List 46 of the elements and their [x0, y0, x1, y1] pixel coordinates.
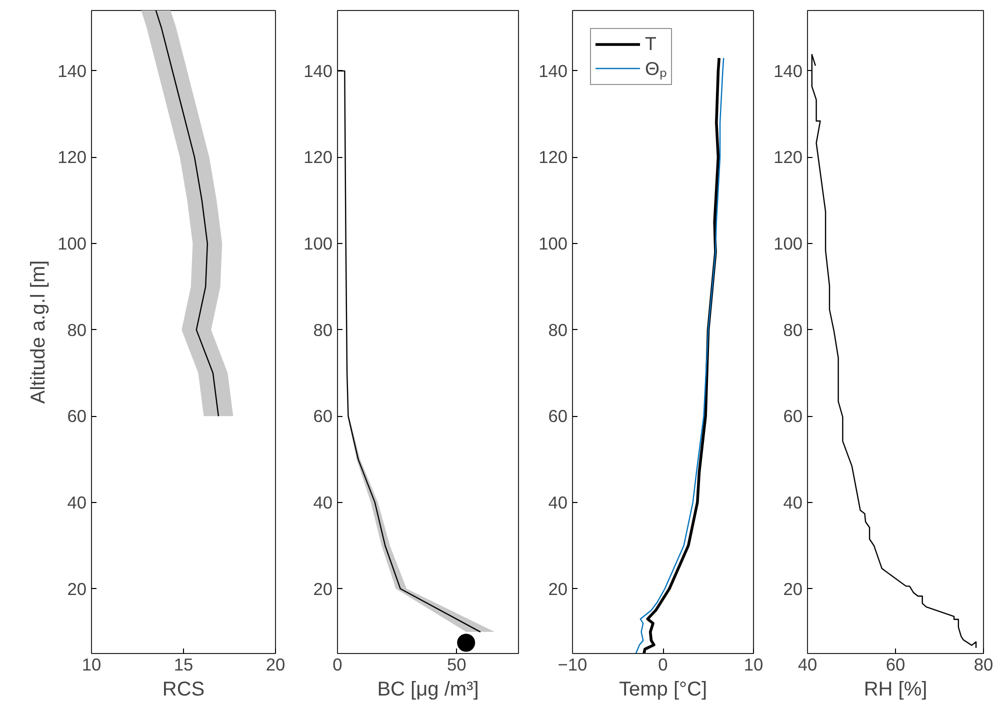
- y-tick-label: 80: [783, 320, 803, 340]
- y-tick-label: 40: [548, 492, 568, 512]
- y-tick-label: 60: [313, 406, 333, 426]
- y-axis-title: Altitude a.g.l [m]: [28, 260, 50, 404]
- y-tick-label: 120: [774, 147, 803, 168]
- x-tick-label: 50: [446, 654, 466, 674]
- x-tick-label: 60: [886, 654, 906, 674]
- x-tick-label: 10: [744, 654, 764, 674]
- x-tick-label: 40: [798, 654, 818, 674]
- x-tick-label: 20: [266, 654, 286, 674]
- x-axis-title: RCS: [162, 678, 205, 700]
- y-tick-label: 20: [548, 578, 568, 599]
- y-tick-label: 80: [548, 320, 568, 340]
- y-tick-label: 20: [67, 578, 87, 599]
- x-tick-label: 0: [658, 654, 668, 674]
- x-tick-label: 15: [174, 654, 194, 674]
- x-tick-label: −10: [558, 654, 588, 674]
- y-tick-label: 60: [548, 406, 568, 426]
- y-tick-label: 40: [783, 492, 803, 512]
- y-tick-label: 120: [304, 147, 333, 168]
- y-tick-label: 20: [783, 578, 803, 599]
- y-tick-label: 80: [67, 320, 87, 340]
- legend-label: T: [645, 33, 658, 55]
- x-axis-title: RH [%]: [864, 678, 928, 700]
- y-tick-label: 120: [538, 147, 568, 168]
- y-tick-label: 140: [538, 60, 568, 81]
- y-tick-label: 60: [67, 406, 87, 426]
- y-tick-label: 100: [58, 234, 87, 254]
- x-tick-label: 10: [82, 654, 102, 674]
- y-tick-label: 20: [313, 578, 333, 599]
- y-tick-label: 140: [774, 60, 803, 81]
- y-tick-label: 40: [67, 492, 87, 512]
- legend-label: Θₚ: [645, 57, 667, 80]
- y-tick-label: 140: [304, 60, 333, 81]
- x-axis-title: Temp [°C]: [618, 678, 708, 700]
- y-tick-label: 100: [774, 234, 803, 254]
- y-tick-label: 140: [58, 60, 87, 81]
- y-tick-label: 60: [783, 406, 803, 426]
- y-tick-label: 40: [313, 492, 333, 512]
- x-tick-label: 0: [332, 654, 342, 674]
- y-tick-label: 80: [313, 320, 333, 340]
- x-axis-title: BC [μg /m³]: [377, 678, 479, 700]
- x-tick-label: 80: [974, 654, 994, 674]
- y-tick-label: 120: [58, 147, 87, 168]
- y-tick-label: 100: [304, 234, 333, 254]
- y-tick-label: 100: [538, 234, 568, 254]
